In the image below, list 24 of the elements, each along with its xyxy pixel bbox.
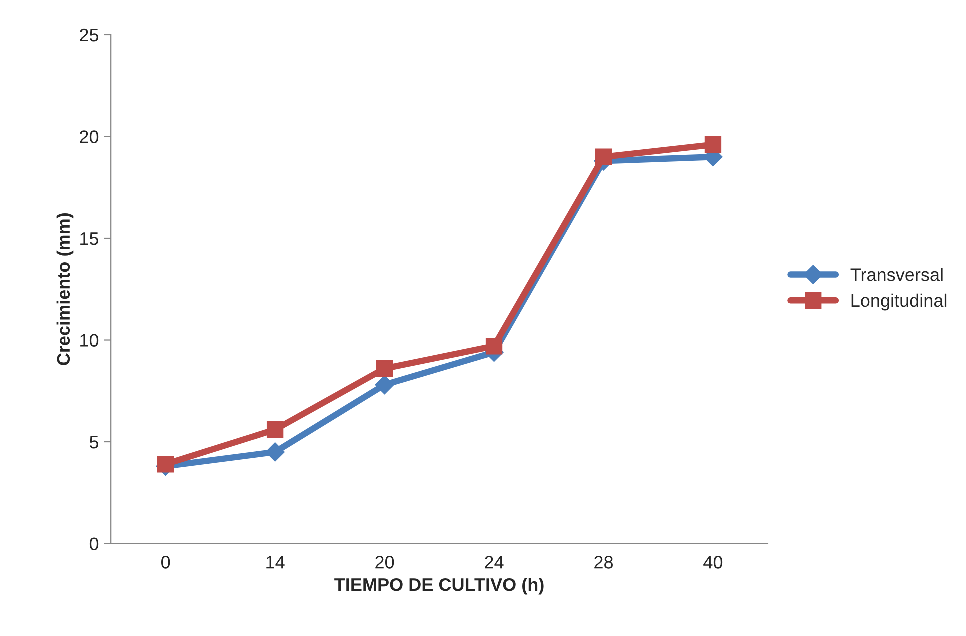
point [157,456,174,473]
point [595,148,612,166]
point [486,338,503,355]
x-tick-label: 14 [266,556,285,569]
y-tick-label: 10 [80,334,99,347]
point [704,136,722,154]
x-tick-label: 40 [704,556,723,569]
legend-label: Transversal [850,268,943,282]
point [376,360,394,378]
x-axis-title: TIEMPO DE CULTIVO (h) [334,578,544,595]
y-tick-label: 25 [80,28,99,42]
x-tick-label: 28 [594,556,614,569]
point [375,376,394,395]
y-tick-label: 20 [80,130,99,144]
y-axis-title: Crecimiento (mm) [56,214,74,366]
point [266,442,285,462]
legend-label: Longitudinal [852,294,947,311]
y-tick-label: 15 [80,232,99,246]
y-tick-label: 0 [90,538,99,550]
x-tick-label: 0 [162,556,170,569]
y-tick-label: 5 [90,436,99,449]
x-tick-label: 20 [376,556,394,569]
x-tick-label: 24 [485,556,504,569]
point [266,421,284,438]
